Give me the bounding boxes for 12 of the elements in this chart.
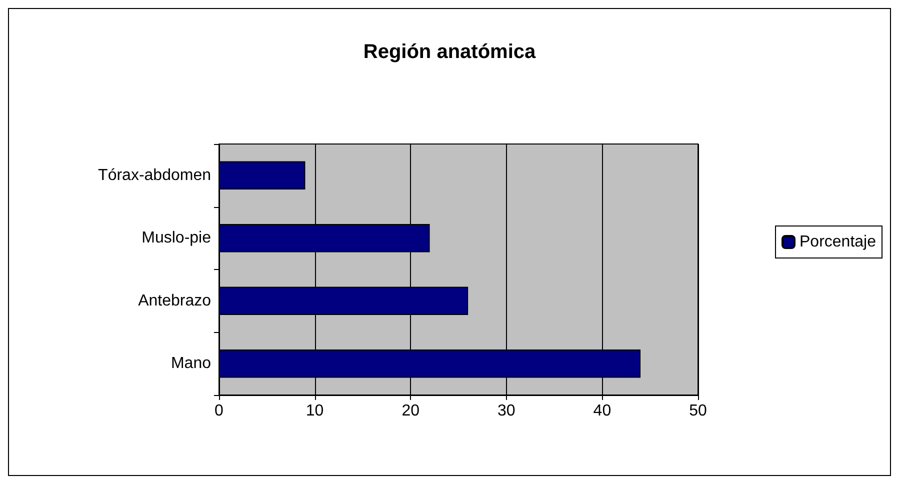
x-tick-label: 30 (498, 402, 516, 420)
x-tick-label: 40 (593, 402, 612, 420)
legend-label: Porcentaje (800, 234, 876, 250)
chart-title: Región anatómica (363, 41, 536, 63)
y-tick-label: Tórax-abdomen (98, 166, 211, 184)
y-tick-label: Muslo-pie (142, 230, 212, 247)
x-tick-label: 20 (402, 402, 420, 420)
y-tick-label: Antebrazo (138, 292, 212, 310)
x-tick-label: 50 (689, 402, 707, 420)
x-tick-label: 0 (214, 402, 224, 420)
y-tick-label: Mano (170, 355, 212, 372)
x-tick-label: 10 (306, 402, 324, 420)
